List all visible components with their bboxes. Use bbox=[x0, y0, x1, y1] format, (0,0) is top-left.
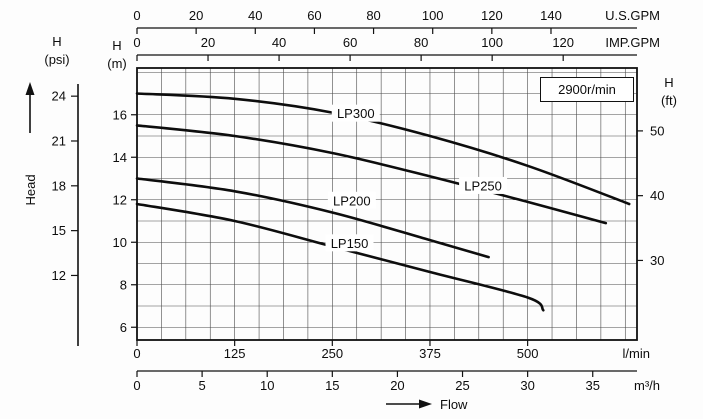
tick-label-psi: 12 bbox=[52, 268, 66, 283]
axis-label-lmin: l/min bbox=[623, 346, 650, 361]
curve-label-bg-LP200 bbox=[327, 191, 376, 209]
tick-label-impgpm: 40 bbox=[272, 35, 286, 50]
tick-label-m3h: 0 bbox=[133, 378, 140, 393]
tick-label-m3h: 35 bbox=[586, 378, 600, 393]
tick-label-lmin: 375 bbox=[419, 346, 441, 361]
tick-label-m: 10 bbox=[113, 235, 127, 250]
tick-label-m3h: 25 bbox=[455, 378, 469, 393]
tick-label-usgpm: 0 bbox=[133, 8, 140, 23]
tick-label-m3h: 10 bbox=[260, 378, 274, 393]
tick-label-ft: 50 bbox=[650, 123, 664, 138]
tick-label-lmin: 250 bbox=[321, 346, 343, 361]
tick-label-psi: 24 bbox=[52, 89, 66, 104]
tick-label-lmin: 0 bbox=[133, 346, 140, 361]
axis-title-m: H bbox=[112, 38, 121, 53]
tick-label-m: 6 bbox=[120, 320, 127, 335]
tick-label-usgpm: 120 bbox=[481, 8, 503, 23]
tick-label-m: 8 bbox=[120, 277, 127, 292]
tick-label-usgpm: 40 bbox=[248, 8, 262, 23]
curve-label-LP200: LP200 bbox=[333, 193, 371, 208]
plot-frame bbox=[136, 67, 638, 341]
curve-label-bg-LP150 bbox=[325, 234, 374, 252]
tick-label-ft: 30 bbox=[650, 253, 664, 268]
curve-label-bg-LP300 bbox=[331, 104, 380, 122]
tick-label-m: 14 bbox=[113, 150, 127, 165]
axis-title-ft: (ft) bbox=[661, 93, 677, 108]
head-axis-label: Head bbox=[23, 174, 38, 205]
curve-label-LP150: LP150 bbox=[331, 236, 369, 251]
curve-LP150 bbox=[135, 202, 545, 312]
curve-LP300 bbox=[135, 92, 631, 206]
tick-label-m: 16 bbox=[113, 107, 127, 122]
flow-arrow-icon bbox=[419, 399, 432, 409]
curve-label-LP250: LP250 bbox=[464, 178, 502, 193]
curve-label-bg-LP250 bbox=[459, 176, 508, 194]
tick-label-psi: 18 bbox=[52, 178, 66, 193]
tick-label-usgpm: 80 bbox=[366, 8, 380, 23]
curve-LP250 bbox=[135, 124, 608, 225]
rpm-annotation: 2900r/min bbox=[540, 77, 634, 102]
axis-title-ft: H bbox=[664, 75, 673, 90]
axis-title-psi: (psi) bbox=[44, 52, 69, 67]
tick-label-lmin: 125 bbox=[224, 346, 246, 361]
tick-label-usgpm: 140 bbox=[540, 8, 562, 23]
tick-label-psi: 21 bbox=[52, 133, 66, 148]
tick-label-impgpm: 120 bbox=[552, 35, 574, 50]
tick-label-usgpm: 60 bbox=[307, 8, 321, 23]
tick-label-lmin: 500 bbox=[517, 346, 539, 361]
tick-label-usgpm: 20 bbox=[189, 8, 203, 23]
tick-label-ft: 40 bbox=[650, 188, 664, 203]
tick-label-m3h: 5 bbox=[198, 378, 205, 393]
flow-axis-label: Flow bbox=[440, 397, 468, 412]
axis-label-impgpm: IMP.GPM bbox=[605, 35, 660, 50]
tick-label-impgpm: 20 bbox=[201, 35, 215, 50]
tick-label-m3h: 30 bbox=[520, 378, 534, 393]
tick-label-impgpm: 80 bbox=[414, 35, 428, 50]
tick-label-m: 12 bbox=[113, 192, 127, 207]
tick-label-m3h: 15 bbox=[325, 378, 339, 393]
curve-LP200 bbox=[135, 177, 490, 259]
axis-title-m: (m) bbox=[107, 56, 127, 71]
axis-label-usgpm: U.S.GPM bbox=[605, 8, 660, 23]
tick-label-m3h: 20 bbox=[390, 378, 404, 393]
head-arrow-icon bbox=[25, 82, 35, 95]
tick-label-impgpm: 100 bbox=[481, 35, 503, 50]
curve-label-LP300: LP300 bbox=[337, 106, 375, 121]
axis-label-m3h: m³/h bbox=[634, 378, 660, 393]
axis-title-psi: H bbox=[52, 34, 61, 49]
tick-label-impgpm: 60 bbox=[343, 35, 357, 50]
tick-label-psi: 15 bbox=[52, 223, 66, 238]
tick-label-usgpm: 100 bbox=[422, 8, 444, 23]
tick-label-impgpm: 0 bbox=[133, 35, 140, 50]
